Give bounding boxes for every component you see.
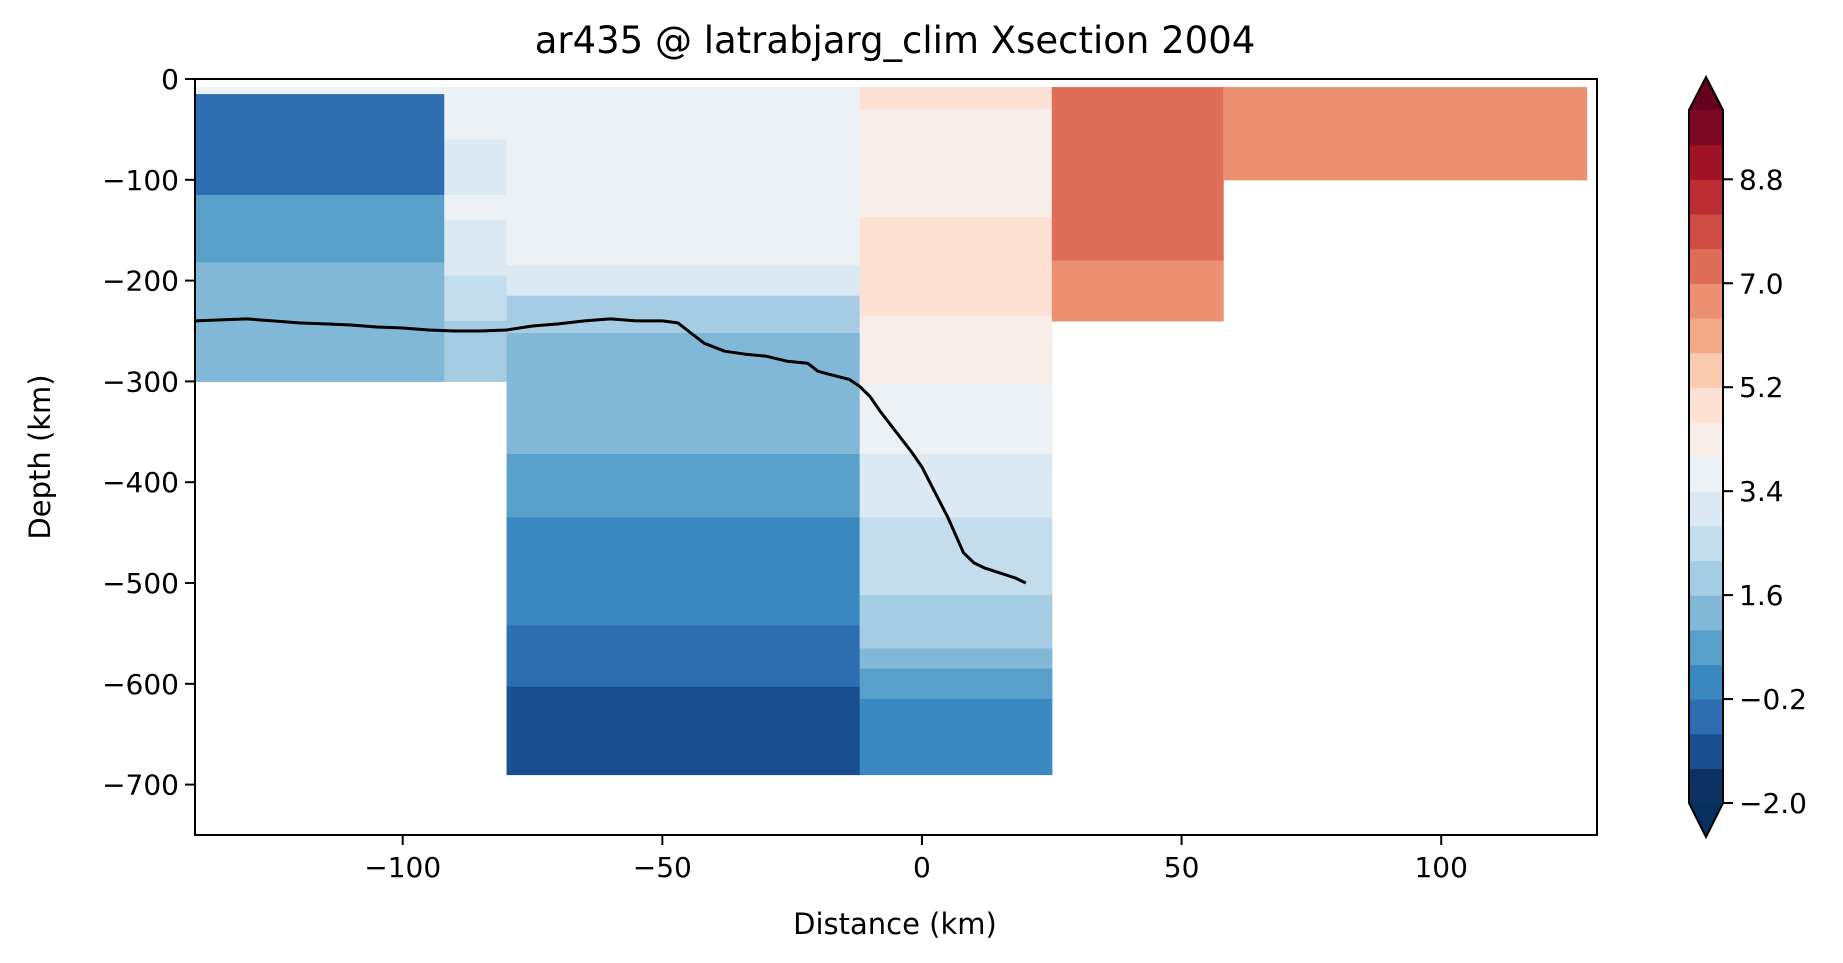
colorbar-segment (1689, 144, 1723, 180)
data-cell-3-0 (859, 87, 1053, 110)
colorbar-segment (1689, 283, 1723, 319)
y-tick-label: −300 (102, 365, 179, 398)
data-cell-4-1 (1051, 260, 1224, 322)
x-tick-label: −100 (364, 851, 441, 884)
data-cells (195, 87, 1588, 776)
colorbar-segment (1689, 110, 1723, 146)
colorbar-extend-min (1689, 803, 1723, 837)
colorbar-tick-label: 7.0 (1739, 267, 1784, 300)
y-tick-label: −600 (102, 668, 179, 701)
colorbar-segment (1689, 525, 1723, 562)
x-axis: −100 −50 0 50 100 (364, 835, 1468, 884)
data-cell-1-0 (444, 87, 508, 141)
data-cell-4-0 (1051, 87, 1224, 262)
data-cell-2-3 (506, 333, 861, 455)
data-cell-3-3 (859, 315, 1053, 386)
data-cell-0-2 (195, 194, 445, 264)
data-cell-3-6 (859, 517, 1053, 596)
data-cell-5-0 (1223, 87, 1588, 181)
x-tick-label: 50 (1164, 851, 1200, 884)
x-tick-label: 0 (913, 851, 931, 884)
colorbar-tick-label: 8.8 (1739, 163, 1784, 196)
colorbar-segment (1689, 456, 1723, 492)
data-cell-3-8 (859, 648, 1053, 670)
colorbar-tick-label: 5.2 (1739, 371, 1784, 404)
data-cell-3-2 (859, 217, 1053, 317)
colorbar-extend-max (1689, 77, 1723, 110)
profile-line (194, 317, 1027, 585)
y-tick-label: −700 (102, 769, 179, 802)
y-axis: 0 −100 −200 −300 −400 −500 −600 −700 (102, 63, 195, 802)
data-cell-3-5 (859, 453, 1053, 519)
data-cell-2-4 (506, 453, 861, 519)
colorbar-segment (1689, 699, 1723, 735)
colorbar-segment (1689, 733, 1723, 769)
data-cell-1-4 (444, 275, 508, 322)
colorbar-segment (1689, 560, 1723, 596)
colorbar-segment (1689, 248, 1723, 284)
y-axis-label: Depth (km) (23, 374, 57, 539)
data-cell-2-5 (506, 517, 861, 626)
data-cell-3-7 (859, 595, 1053, 650)
colorbar-segment (1689, 179, 1723, 215)
data-cell-3-9 (859, 668, 1053, 700)
data-cell-0-0 (195, 87, 445, 95)
data-cell-2-0 (506, 87, 861, 267)
data-cell-2-1 (506, 265, 861, 297)
profile-line-group (194, 317, 1027, 585)
colorbar-tick-label: 3.4 (1739, 475, 1784, 508)
x-tick-label: −50 (633, 851, 692, 884)
colorbar: −2.0 −0.2 1.6 3.4 5.2 7.0 8.8 (1688, 74, 1807, 840)
colorbar-tick-label: −0.2 (1739, 683, 1807, 716)
colorbar-segment (1689, 768, 1723, 804)
colorbar-segment (1689, 491, 1723, 527)
plot-frame (194, 78, 1598, 836)
y-tick-label: −100 (102, 164, 179, 197)
data-cell-1-3 (444, 220, 508, 277)
y-tick-label: −400 (102, 466, 179, 499)
colorbar-tick-label: 1.6 (1739, 579, 1784, 612)
data-cell-3-1 (859, 109, 1053, 218)
colorbar-segment (1689, 213, 1723, 250)
y-tick-label: −200 (102, 265, 179, 298)
colorbar-segment (1689, 421, 1723, 458)
colorbar-segment (1689, 595, 1723, 631)
colorbar-segment (1689, 664, 1723, 700)
chart-title: ar435 @ latrabjarg_clim Xsection 2004 (535, 19, 1256, 62)
colorbar-tick-label: −2.0 (1739, 787, 1807, 820)
data-cell-0-1 (195, 94, 445, 196)
data-cell-1-1 (444, 139, 508, 196)
y-tick-label: 0 (161, 63, 179, 96)
x-axis-label: Distance (km) (793, 907, 997, 941)
data-cell-1-2 (444, 194, 508, 221)
data-cell-2-7 (506, 686, 861, 776)
data-cell-2-6 (506, 625, 861, 688)
colorbar-segment (1689, 352, 1723, 388)
colorbar-segment (1689, 317, 1723, 354)
data-cell-3-4 (859, 384, 1053, 455)
colorbar-segment (1689, 629, 1723, 665)
colorbar-outline (1688, 74, 1724, 840)
x-tick-label: 100 (1414, 851, 1467, 884)
data-cell-3-10 (859, 698, 1053, 776)
y-tick-label: −500 (102, 567, 179, 600)
colorbar-segment (1689, 387, 1723, 423)
